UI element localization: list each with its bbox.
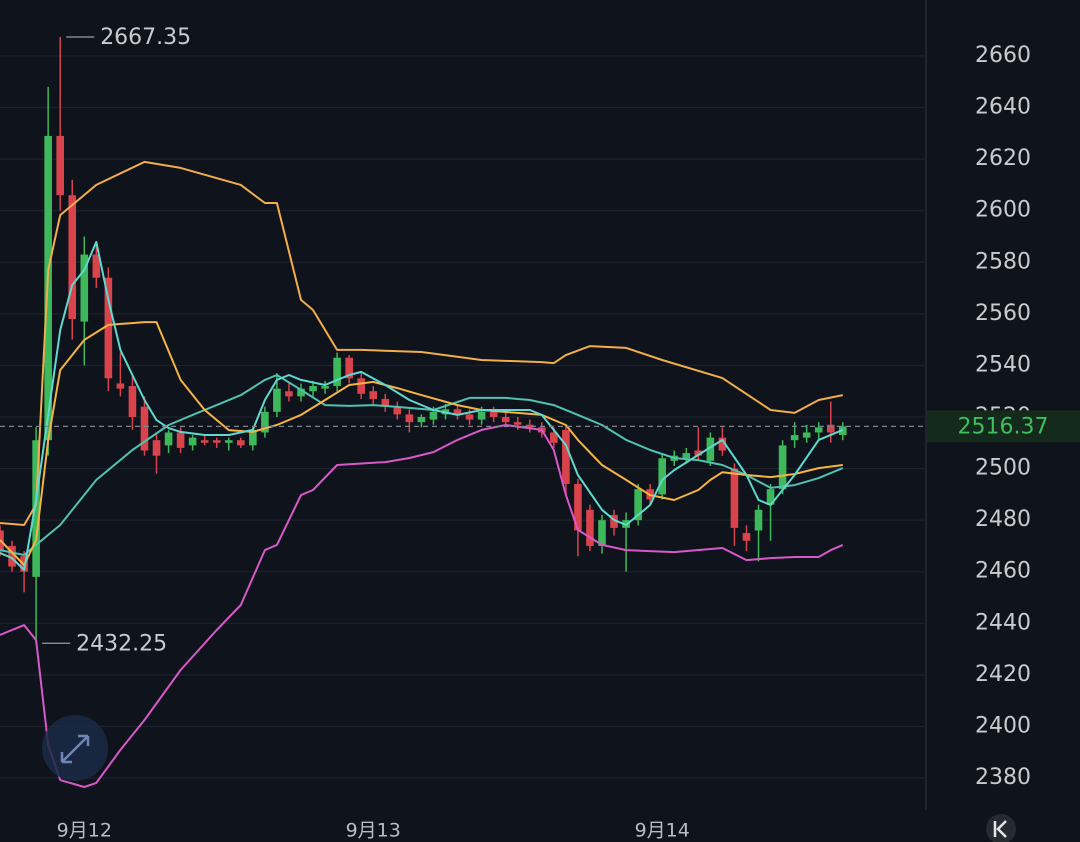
candle-body bbox=[237, 440, 245, 446]
candle-body bbox=[694, 450, 703, 456]
y-tick-label: 2480 bbox=[975, 507, 1031, 532]
candle-body bbox=[212, 440, 221, 443]
candle-body bbox=[826, 424, 835, 433]
last-price-box bbox=[927, 410, 1080, 443]
candle-body bbox=[68, 195, 77, 319]
candle-body bbox=[513, 422, 522, 425]
candle-body bbox=[682, 453, 691, 459]
candle-body bbox=[429, 411, 438, 420]
candle-body bbox=[140, 406, 149, 451]
candle-body bbox=[766, 489, 775, 505]
indicator-line bbox=[0, 374, 844, 556]
candle-body bbox=[164, 432, 173, 446]
candle-body bbox=[273, 388, 281, 412]
candle-body bbox=[309, 386, 317, 392]
candle-body bbox=[321, 386, 329, 389]
candle-body bbox=[598, 520, 606, 546]
y-tick-label: 2640 bbox=[975, 95, 1031, 120]
y-tick-label: 2440 bbox=[975, 610, 1031, 635]
candle-body bbox=[706, 437, 715, 461]
candle-body bbox=[562, 429, 570, 485]
candle-body bbox=[802, 432, 811, 438]
y-tick-label: 2580 bbox=[975, 249, 1031, 274]
candle-body bbox=[297, 388, 305, 397]
annotation-label: 2667.35 bbox=[100, 25, 191, 50]
y-tick-label: 2400 bbox=[975, 713, 1031, 738]
candle-body bbox=[525, 424, 534, 428]
candle-body bbox=[658, 458, 666, 495]
y-tick-label: 2380 bbox=[975, 765, 1031, 790]
candle-body bbox=[778, 445, 787, 490]
candle-body bbox=[634, 489, 642, 521]
scroll-latest-button[interactable] bbox=[986, 814, 1016, 842]
candle-body bbox=[465, 414, 474, 420]
candle-body bbox=[188, 437, 197, 446]
y-tick-label: 2560 bbox=[975, 301, 1031, 326]
candle-body bbox=[333, 357, 341, 387]
candle-body bbox=[453, 409, 462, 415]
x-tick-label: 9月12 bbox=[57, 820, 112, 842]
candle-body bbox=[381, 398, 390, 407]
candle-body bbox=[285, 391, 293, 397]
y-tick-label: 2660 bbox=[975, 43, 1031, 68]
candle-body bbox=[128, 386, 137, 417]
candle-body bbox=[92, 254, 101, 278]
annotation-label: 2432.25 bbox=[76, 631, 167, 656]
y-tick-label: 2540 bbox=[975, 352, 1031, 377]
candle-body bbox=[152, 440, 161, 456]
y-tick-label: 2460 bbox=[975, 559, 1031, 584]
candle-body bbox=[754, 509, 763, 531]
candle-body bbox=[610, 514, 618, 528]
candle-body bbox=[550, 432, 558, 443]
x-tick-label: 9月14 bbox=[635, 820, 690, 842]
candle-body bbox=[477, 411, 486, 420]
candle-body bbox=[369, 391, 378, 399]
candle-body bbox=[501, 416, 510, 423]
candle-body bbox=[417, 416, 426, 423]
candle-body bbox=[393, 406, 402, 415]
y-tick-label: 2600 bbox=[975, 198, 1031, 223]
expand-icon bbox=[60, 734, 90, 764]
candle-body bbox=[730, 468, 739, 528]
indicator-line bbox=[0, 424, 844, 788]
candle-body bbox=[742, 533, 751, 541]
candle-body bbox=[261, 411, 269, 433]
candle-body bbox=[345, 357, 353, 379]
y-tick-label: 2620 bbox=[975, 146, 1031, 171]
candle-body bbox=[104, 277, 113, 379]
y-tick-label: 2420 bbox=[975, 662, 1031, 687]
scroll-latest-icon bbox=[993, 820, 1007, 838]
indicator-line bbox=[0, 240, 844, 571]
candle-body bbox=[489, 411, 498, 417]
candle-body bbox=[56, 135, 64, 196]
candle-body bbox=[249, 429, 257, 446]
indicator-line bbox=[0, 321, 843, 566]
candle-body bbox=[586, 509, 594, 546]
candle-body bbox=[200, 440, 209, 443]
candle-body bbox=[32, 440, 40, 577]
candle-body bbox=[224, 440, 233, 443]
candle-body bbox=[405, 414, 414, 423]
candle-body bbox=[814, 427, 823, 433]
plot-area: 2667.35 2432.25 bbox=[0, 25, 926, 788]
x-tick-label: 9月13 bbox=[346, 820, 401, 842]
y-tick-label: 2500 bbox=[975, 456, 1031, 481]
candle-body bbox=[357, 378, 365, 394]
indicator-line bbox=[0, 160, 843, 526]
candle-body bbox=[718, 437, 727, 451]
last-price-label: 2516.37 bbox=[958, 414, 1049, 439]
candle-body bbox=[116, 383, 125, 389]
candle-body bbox=[574, 484, 582, 531]
candle-body bbox=[176, 432, 185, 448]
candle-body bbox=[790, 435, 799, 441]
candle-body bbox=[8, 545, 16, 567]
candle-body bbox=[80, 254, 89, 322]
